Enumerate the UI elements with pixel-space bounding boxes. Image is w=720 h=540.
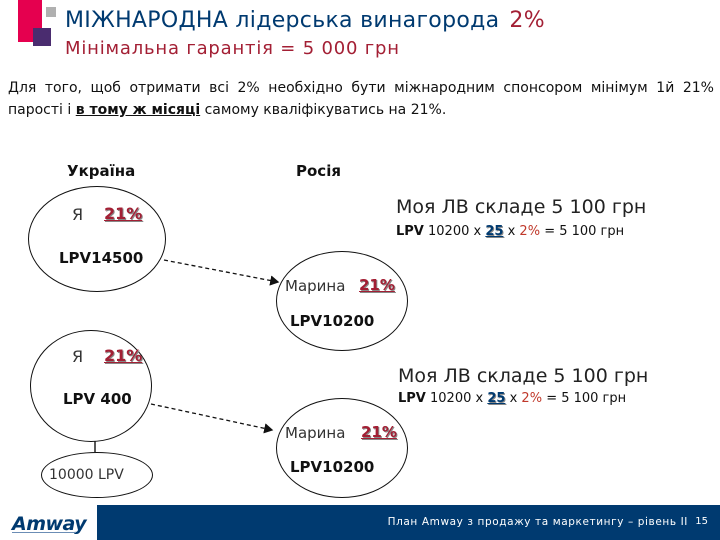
- amway-logo: Amway: [12, 513, 87, 535]
- intro-underlined: в тому ж місяці: [75, 102, 201, 118]
- me-label-1: Я: [72, 205, 84, 224]
- partner-percent-1: 21%: [359, 276, 395, 294]
- partner-circle-2: [276, 398, 408, 498]
- partner-percent-2: 21%: [361, 423, 397, 441]
- intro-part2: самому кваліфікуватись на 21%.: [204, 102, 447, 118]
- calc-value-1: 10200 x: [428, 224, 482, 239]
- me-lpv-2: LPV 400: [63, 390, 132, 408]
- page-title-percent: 2%: [509, 8, 545, 33]
- partner-circle-1: [276, 251, 408, 351]
- page-title-text: МІЖНАРОДНА лідерська винагорода: [65, 8, 500, 33]
- calc-x-2: x: [509, 391, 518, 406]
- me-circle-1: [28, 186, 166, 292]
- footer-bar: [97, 505, 720, 540]
- decorative-square-gray: [46, 7, 56, 17]
- downline-lpv: 10000 LPV: [49, 467, 124, 483]
- partner-lpv-1: LPV10200: [290, 312, 375, 330]
- me-label-2: Я: [72, 347, 84, 366]
- footer-text: План Amway з продажу та маркетингу – рів…: [387, 516, 688, 528]
- calc-lpv-2: LPV: [398, 391, 426, 406]
- partner-name-2: Марина: [285, 424, 346, 442]
- calc-factor-1: 25: [485, 224, 504, 239]
- calc-result-1: = 5 100 грн: [544, 224, 625, 239]
- me-circle-2: [30, 330, 152, 442]
- partner-name-1: Марина: [285, 277, 346, 295]
- calculation-1: LPV 10200 x 25 x 2% = 5 100 грн: [396, 224, 624, 239]
- intro-paragraph: Для того, щоб отримати всі 2% необхідно …: [8, 77, 714, 121]
- downline-circle: [41, 452, 153, 498]
- partner-lpv-2: LPV10200: [290, 458, 375, 476]
- calc-percent-1: 2%: [519, 224, 541, 239]
- page-number: 15: [695, 516, 708, 527]
- calc-factor-2: 25: [487, 391, 506, 406]
- page-title: МІЖНАРОДНА лідерська винагорода 2%: [65, 8, 545, 33]
- result-text-2: Моя ЛВ складе 5 100 грн: [398, 365, 649, 387]
- calculation-2: LPV 10200 x 25 x 2% = 5 100 грн: [398, 391, 626, 406]
- calc-x-1: x: [507, 224, 516, 239]
- calc-value-2: 10200 x: [430, 391, 484, 406]
- connector-arrows: [94, 259, 280, 452]
- column-header-right: Росія: [296, 162, 341, 180]
- arrow-1: [163, 259, 280, 286]
- me-percent-2: 21%: [104, 346, 143, 365]
- calc-lpv-1: LPV: [396, 224, 424, 239]
- result-text-1: Моя ЛВ складе 5 100 грн: [396, 196, 647, 218]
- calc-result-2: = 5 100 грн: [546, 391, 627, 406]
- page-subtitle: Мінімальна гарантія = 5 000 грн: [65, 38, 400, 59]
- me-percent-1: 21%: [104, 204, 143, 223]
- me-lpv-1: LPV14500: [59, 249, 144, 267]
- calc-percent-2: 2%: [521, 391, 543, 406]
- column-header-left: Україна: [67, 162, 136, 180]
- decorative-square-purple: [33, 28, 51, 46]
- logo-underline: [12, 532, 76, 533]
- arrow-2: [150, 403, 274, 434]
- intro-part1: Для того, щоб отримати всі 2% необхідно …: [8, 80, 714, 118]
